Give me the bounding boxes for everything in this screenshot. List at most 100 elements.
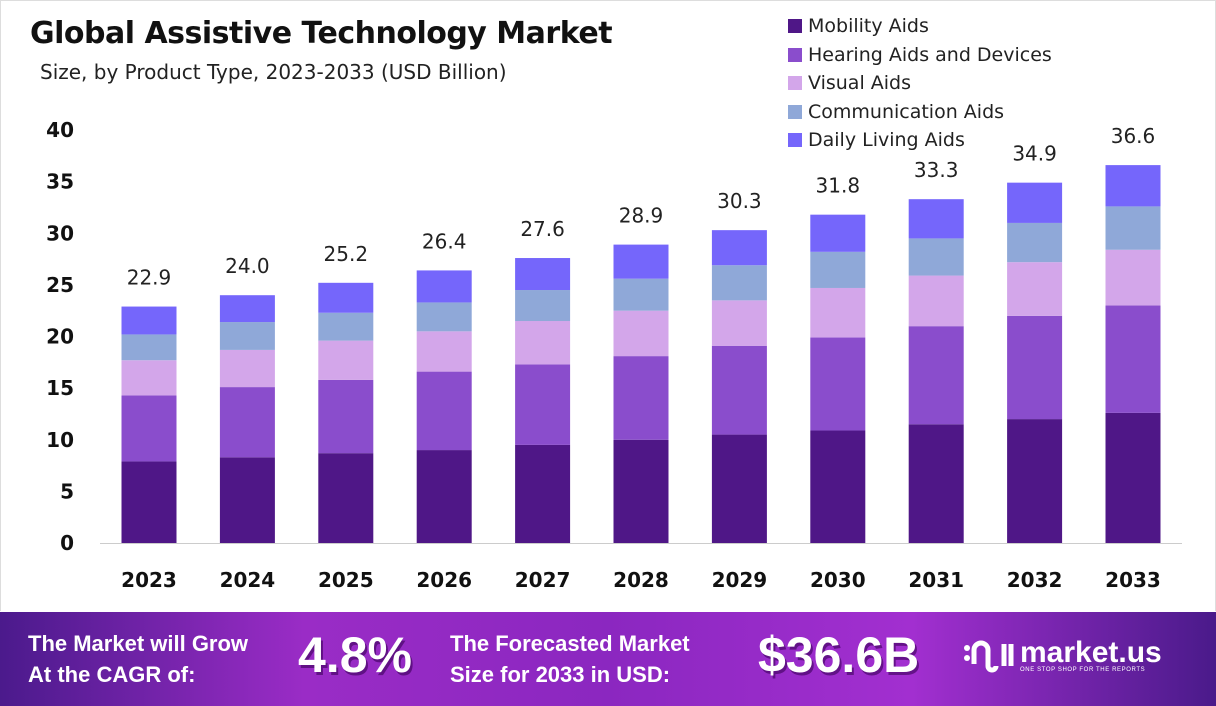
bar-segment-visual-aids — [613, 310, 669, 357]
total-data-label: 25.2 — [324, 242, 369, 266]
bar-segment-communication-aids — [515, 290, 571, 322]
forecast-label-line2: Size for 2033 in USD: — [450, 662, 671, 687]
bar-segment-mobility-aids — [219, 457, 275, 543]
bar-segment-hearing-aids-and-devices — [1105, 305, 1161, 413]
y-tick-label: 5 — [60, 479, 74, 503]
total-data-label: 31.8 — [816, 174, 861, 198]
bar-segment-visual-aids — [908, 275, 964, 327]
x-tick-label: 2025 — [318, 568, 374, 592]
bar-segment-mobility-aids — [613, 439, 669, 543]
bar-segment-daily-living-aids — [1007, 182, 1063, 223]
bar-segment-hearing-aids-and-devices — [1007, 315, 1063, 420]
bar-segment-daily-living-aids — [1105, 165, 1161, 207]
bar-segment-daily-living-aids — [416, 270, 472, 303]
total-data-label: 36.6 — [1111, 124, 1156, 148]
legend-swatch — [788, 19, 802, 34]
x-tick-label: 2030 — [810, 568, 866, 592]
x-tick-label: 2026 — [416, 568, 472, 592]
y-tick-label: 10 — [46, 428, 74, 452]
legend-item-communication: Communication Aids — [788, 98, 1052, 127]
legend-label: Mobility Aids — [808, 15, 929, 38]
chart-subtitle: Size, by Product Type, 2023-2033 (USD Bi… — [40, 60, 507, 84]
chart-title: Global Assistive Technology Market — [30, 16, 613, 51]
bar-segment-communication-aids — [810, 251, 866, 288]
legend-item-daily-living: Daily Living Aids — [788, 126, 1052, 155]
bar-segment-hearing-aids-and-devices — [416, 371, 472, 451]
bar-segment-mobility-aids — [416, 450, 472, 543]
bar-segment-hearing-aids-and-devices — [318, 379, 374, 454]
y-tick-label: 40 — [46, 118, 74, 142]
total-data-label: 24.0 — [225, 254, 270, 278]
x-tick-label: 2024 — [220, 568, 276, 592]
bar-segment-daily-living-aids — [711, 230, 767, 266]
total-data-label: 22.9 — [127, 266, 172, 290]
x-tick-label: 2023 — [121, 568, 177, 592]
cagr-value: 4.8% — [298, 627, 412, 683]
bar-segment-daily-living-aids — [613, 244, 669, 279]
legend-label: Visual Aids — [808, 72, 911, 95]
bar-segment-visual-aids — [515, 321, 571, 365]
bar-segment-hearing-aids-and-devices — [613, 356, 669, 440]
bar-segment-hearing-aids-and-devices — [515, 364, 571, 445]
bar-segment-daily-living-aids — [219, 295, 275, 323]
bar-segment-mobility-aids — [1105, 412, 1161, 543]
x-tick-label: 2032 — [1007, 568, 1063, 592]
bar-segment-mobility-aids — [711, 434, 767, 543]
y-tick-label: 25 — [46, 273, 74, 297]
legend-label: Hearing Aids and Devices — [808, 43, 1052, 66]
y-tick-label: 15 — [46, 376, 74, 400]
bar-segment-daily-living-aids — [908, 199, 964, 239]
bar-segment-visual-aids — [711, 300, 767, 346]
bar-segment-hearing-aids-and-devices — [810, 337, 866, 431]
total-data-label: 33.3 — [914, 158, 959, 182]
brand-name: market.us — [1020, 636, 1162, 669]
bar-segment-mobility-aids — [515, 444, 571, 543]
legend-item-visual: Visual Aids — [788, 69, 1052, 98]
bar-segment-hearing-aids-and-devices — [121, 395, 177, 462]
bar-segment-hearing-aids-and-devices — [711, 345, 767, 435]
total-data-label: 27.6 — [520, 217, 565, 241]
forecast-label-line1: The Forecasted Market — [450, 631, 690, 656]
y-tick-label: 35 — [46, 170, 74, 194]
x-tick-label: 2027 — [515, 568, 571, 592]
legend-item-hearing: Hearing Aids and Devices — [788, 41, 1052, 70]
bar-segment-daily-living-aids — [810, 214, 866, 252]
bar-segment-visual-aids — [318, 340, 374, 380]
x-tick-label: 2028 — [613, 568, 669, 592]
bar-segment-communication-aids — [1105, 206, 1161, 250]
brand-tagline: ONE STOP SHOP FOR THE REPORTS — [1020, 667, 1146, 673]
total-data-label: 28.9 — [619, 204, 664, 228]
bar-segment-mobility-aids — [1007, 419, 1063, 543]
bar-segment-hearing-aids-and-devices — [219, 387, 275, 458]
x-tick-label: 2033 — [1105, 568, 1161, 592]
bar-segment-daily-living-aids — [318, 282, 374, 313]
bar-segment-daily-living-aids — [515, 258, 571, 291]
stacked-bar-chart: 051015202530354022.9202324.0202425.22025… — [46, 118, 1182, 592]
bar-segment-communication-aids — [1007, 222, 1063, 263]
bar-segment-visual-aids — [121, 360, 177, 396]
legend-swatch — [788, 47, 802, 62]
x-tick-label: 2029 — [712, 568, 768, 592]
total-data-label: 34.9 — [1012, 142, 1057, 166]
legend: Mobility Aids Hearing Aids and Devices V… — [788, 12, 1052, 155]
bar-segment-mobility-aids — [318, 453, 374, 543]
legend-swatch — [788, 76, 802, 91]
x-tick-label: 2031 — [908, 568, 964, 592]
total-data-label: 26.4 — [422, 229, 467, 253]
bar-segment-visual-aids — [219, 349, 275, 388]
cagr-label: The Market will Grow At the CAGR of: — [28, 628, 248, 690]
cagr-label-line1: The Market will Grow — [28, 631, 249, 656]
bar-segment-mobility-aids — [810, 430, 866, 543]
forecast-label: The Forecasted Market Size for 2033 in U… — [450, 628, 690, 690]
bar-segment-visual-aids — [810, 287, 866, 338]
y-tick-label: 0 — [60, 531, 74, 555]
y-tick-label: 30 — [46, 221, 74, 245]
bar-segment-communication-aids — [121, 334, 177, 361]
bar-segment-visual-aids — [1105, 249, 1161, 306]
bar-segment-communication-aids — [219, 322, 275, 350]
total-data-label: 30.3 — [717, 189, 762, 213]
legend-swatch — [788, 133, 802, 148]
bar-segment-visual-aids — [1007, 262, 1063, 316]
cagr-label-line2: At the CAGR of: — [28, 662, 196, 687]
legend-item-mobility: Mobility Aids — [788, 12, 1052, 41]
